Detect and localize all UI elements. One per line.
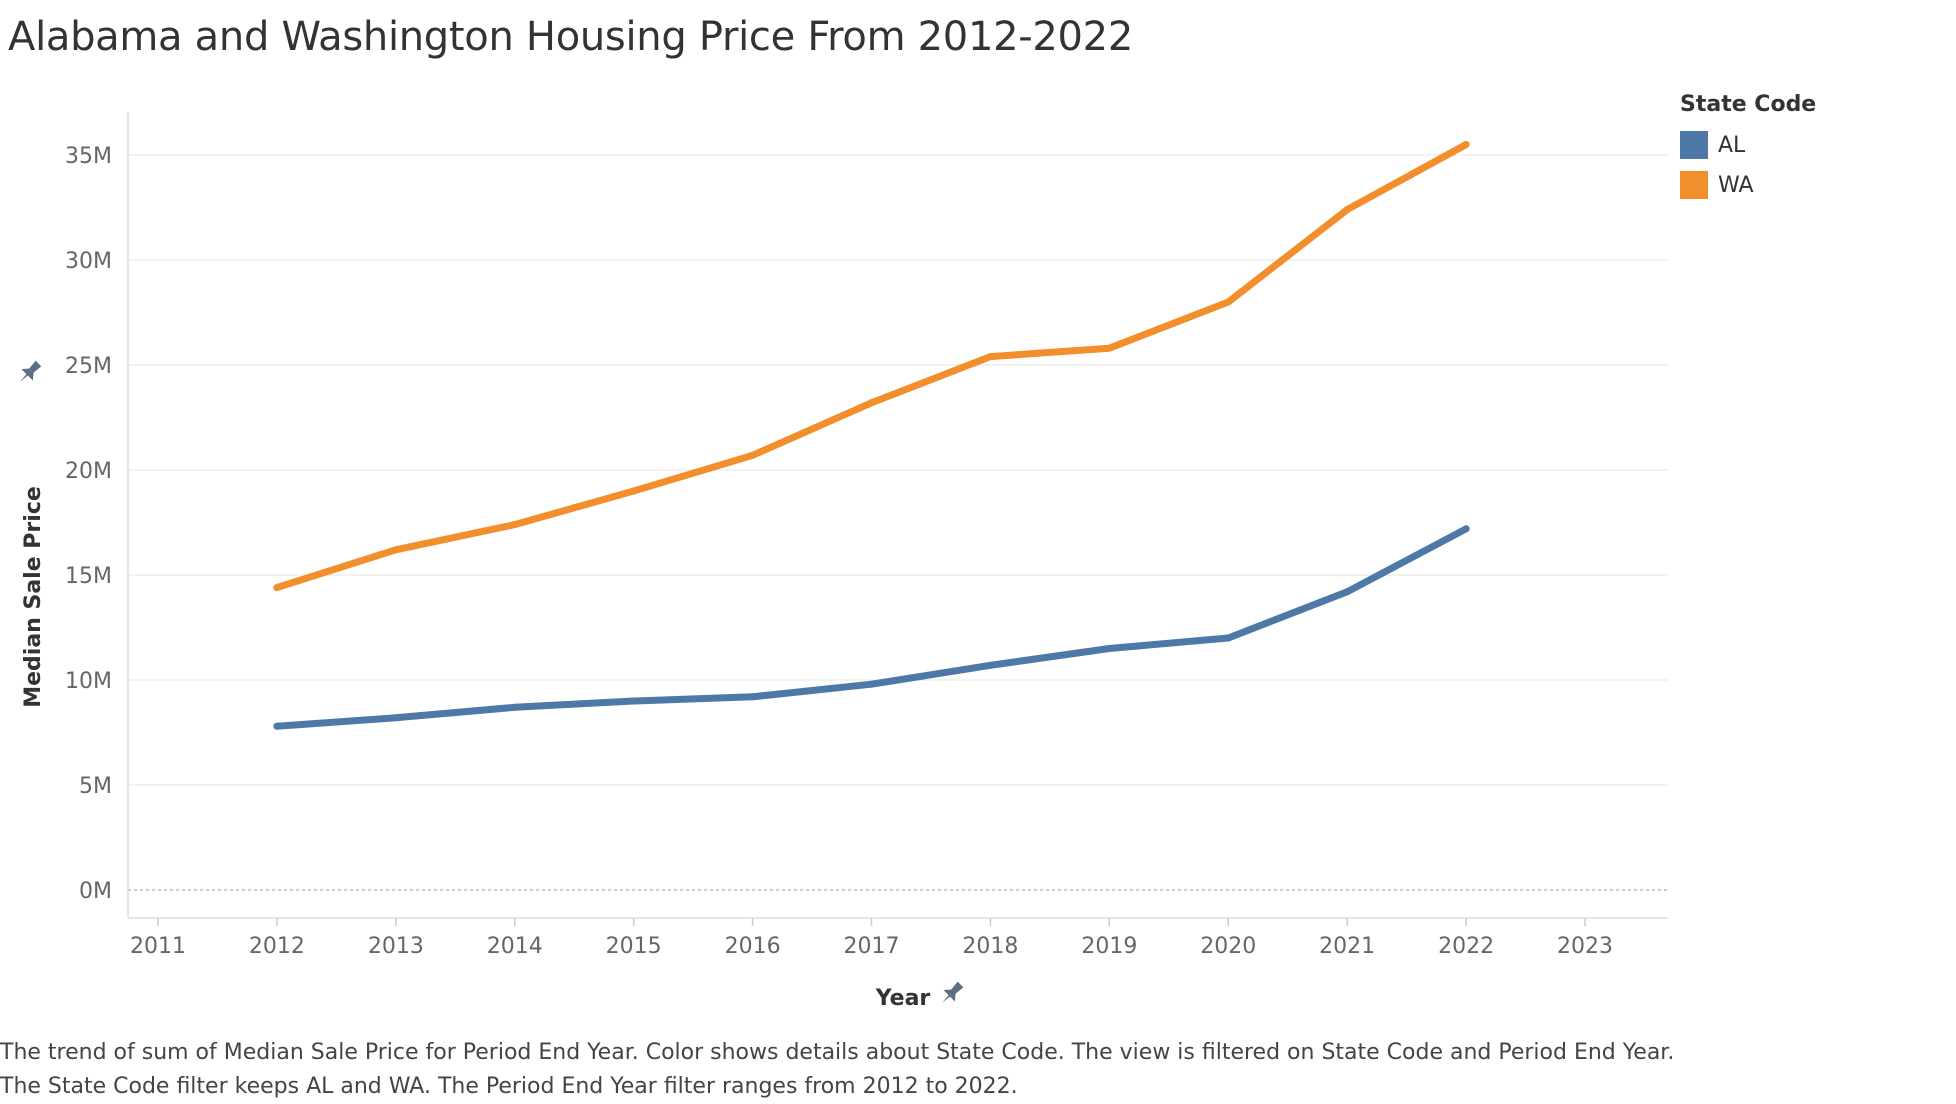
data-point-al[interactable]: [273, 722, 281, 730]
legend-item-al[interactable]: AL: [1680, 125, 1816, 165]
y-axis-title: Median Sale Price: [21, 486, 46, 708]
data-point-al[interactable]: [1462, 525, 1470, 533]
y-tick-label: 10M: [65, 669, 112, 694]
x-tick-label: 2018: [962, 934, 1018, 959]
chart-caption: The trend of sum of Median Sale Price fo…: [0, 1040, 1675, 1099]
legend-swatch: [1680, 171, 1708, 199]
series-line-wa[interactable]: [273, 141, 1470, 592]
data-point-wa[interactable]: [986, 353, 994, 361]
line-chart: 0M 5M 10M 15M 20M 25M 30M 35M 2011 2012 2013 2014 20…: [14, 112, 1668, 1011]
y-tick-label: 30M: [65, 249, 112, 274]
data-point-wa[interactable]: [868, 399, 875, 407]
series-layer: [273, 141, 1470, 730]
x-tick-label: 2013: [368, 934, 424, 959]
data-point-al[interactable]: [749, 693, 757, 701]
y-tick-label: 25M: [65, 354, 112, 379]
x-tick-label: 2015: [606, 934, 662, 959]
data-point-wa[interactable]: [511, 521, 519, 529]
data-point-wa[interactable]: [1343, 206, 1351, 214]
legend-label: WA: [1718, 172, 1754, 198]
data-point-wa[interactable]: [749, 451, 757, 459]
x-tick-label: 2019: [1081, 934, 1137, 959]
pin-icon[interactable]: [936, 979, 966, 1009]
data-point-al[interactable]: [392, 714, 400, 722]
series-line-al[interactable]: [273, 525, 1470, 730]
x-tick-label: 2016: [725, 934, 781, 959]
data-point-wa[interactable]: [630, 487, 638, 495]
y-tick-label: 5M: [79, 774, 112, 799]
x-tick-label: 2012: [249, 934, 305, 959]
x-tick-label: 2017: [844, 934, 900, 959]
data-point-al[interactable]: [1105, 645, 1113, 652]
x-tick-label: 2011: [130, 934, 186, 959]
x-tick-label: 2014: [487, 934, 543, 959]
legend-label: AL: [1718, 132, 1746, 158]
data-point-al[interactable]: [1343, 588, 1351, 596]
legend-title: State Code: [1680, 92, 1817, 117]
x-axis-title: Year: [875, 986, 931, 1011]
x-tick-label: 2021: [1319, 934, 1375, 959]
x-tick-label: 2020: [1200, 934, 1256, 959]
grid-layer: [128, 154, 1668, 891]
data-point-al[interactable]: [630, 697, 638, 705]
axis-layer: 0M 5M 10M 15M 20M 25M 30M 35M 2011 2012 2013 2014 20…: [65, 112, 1668, 959]
chart-title: Alabama and Washington Housing Price Fro…: [8, 14, 1133, 60]
legend: State Code AL WA: [1680, 92, 1816, 205]
legend-swatch: [1680, 131, 1708, 159]
x-tick-label: 2022: [1438, 934, 1494, 959]
data-point-al[interactable]: [986, 661, 994, 669]
data-point-wa[interactable]: [392, 546, 400, 554]
x-tick-label: 2023: [1557, 934, 1613, 959]
y-tick-label: 15M: [65, 564, 112, 589]
data-point-wa[interactable]: [273, 584, 281, 592]
pin-icon[interactable]: [14, 358, 44, 388]
data-point-al[interactable]: [868, 680, 875, 688]
y-tick-label: 20M: [65, 459, 112, 484]
data-point-wa[interactable]: [1224, 298, 1232, 306]
data-point-wa[interactable]: [1462, 141, 1470, 148]
data-point-al[interactable]: [1224, 634, 1232, 642]
data-point-wa[interactable]: [1105, 344, 1113, 352]
legend-item-wa[interactable]: WA: [1680, 165, 1816, 205]
y-tick-label: 35M: [65, 144, 112, 169]
y-tick-label: 0M: [79, 879, 112, 904]
data-point-al[interactable]: [511, 703, 519, 711]
